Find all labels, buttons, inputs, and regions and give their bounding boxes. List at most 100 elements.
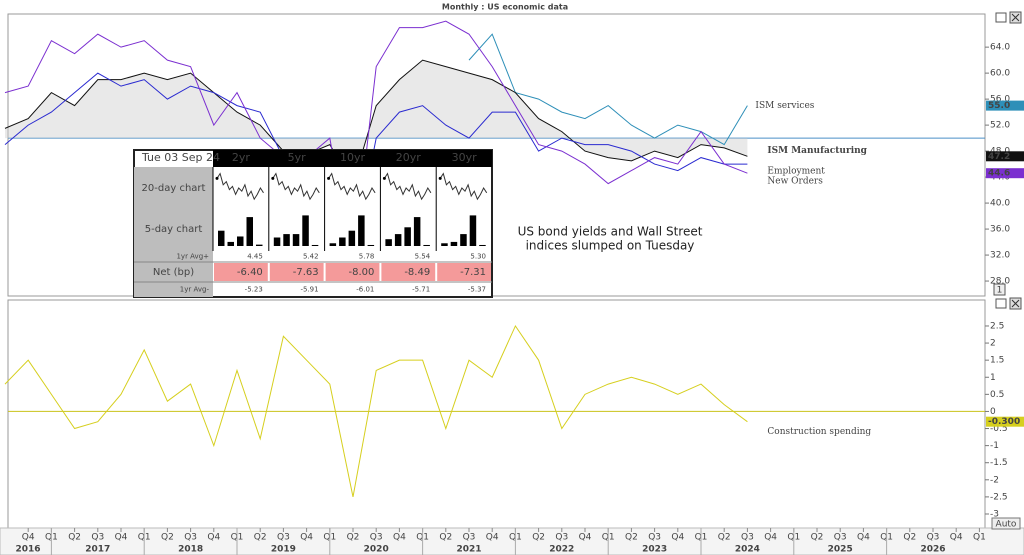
year-label: 2020 [364,545,389,555]
x-tick-label: Q3 [927,533,940,543]
yield-table: Tue 03 Sep 24 20-day chart 5-day chart 1yr … [133,149,493,298]
five-day-bar [348,230,356,246]
upper-pane [7,13,986,297]
five-day-bar [367,244,375,246]
restore-button[interactable] [995,12,1007,23]
series-label: New Orders [767,177,823,187]
five-day-bar [339,237,346,246]
x-tick-label: Q4 [115,533,128,543]
restore-button[interactable] [995,298,1007,309]
x-tick-label: Q2 [903,533,916,543]
x-tick-label: Q4 [950,533,963,543]
x-tick-label: Q2 [439,533,452,543]
sparkline [439,172,488,201]
table-date: Tue 03 Sep 24 [141,151,220,164]
avg-plus: 5.42 [303,253,319,261]
avg-plus: 5.30 [470,253,486,261]
five-day-bar [237,236,244,246]
x-tick-label: Q2 [532,533,545,543]
series-line [4,324,748,497]
y-tick-label: 2.5 [990,321,1004,331]
net-cell [437,263,491,281]
sparkline-start [438,176,442,180]
pane-number: 1 [997,286,1003,296]
x-tick-label: Q3 [463,533,476,543]
x-tick-label: Q1 [973,533,986,543]
y-tick-label: 52.0 [990,121,1010,131]
value-label: 55.0 [988,101,1010,111]
year-label: 2023 [642,545,667,555]
autoscale-label: Auto [996,520,1017,530]
value-label: -0.300 [988,417,1020,427]
series-label: ISM Manufacturing [767,146,867,156]
value-box [986,416,1024,427]
five-day-bar [423,244,430,246]
y-tick-label: 40.0 [990,199,1010,209]
year-label: 2016 [15,545,40,555]
column-header: 30yr [452,151,478,164]
net-value: -6.40 [237,267,263,278]
y-tick-label: 2 [990,339,996,349]
annotation: indices slumped on Tuesday [526,239,695,253]
y-tick-label: 32.0 [990,251,1010,261]
x-tick-label: Q4 [486,533,499,543]
shade [5,60,748,184]
pane-number-button[interactable] [993,283,1006,296]
x-axis-strip [0,527,1024,555]
series-label: ISM services [755,101,814,111]
row-label: 1yr Avg+ [176,253,209,261]
row-label: 1yr Avg- [180,286,210,294]
y-tick-label: -0.5 [990,424,1008,434]
sparkline [328,172,376,201]
net-cell [381,263,436,281]
avg-minus: -5.71 [412,286,430,294]
x-tick-label: Q2 [811,533,824,543]
five-day-bar [246,217,253,246]
y-tick-label: -2 [990,475,999,485]
five-day-bar [460,234,467,246]
five-day-bar [292,234,300,246]
y-tick-label: 28.0 [990,277,1010,287]
avg-minus: -5.37 [468,286,486,294]
x-tick-label: Q4 [764,533,777,543]
annotation: US bond yields and Wall Street [518,225,703,239]
y-tick-label: 0 [990,407,996,417]
five-day-bar [450,241,458,246]
avg-minus: -6.01 [356,286,374,294]
year-label: 2021 [456,545,481,555]
year-label: 2025 [828,545,853,555]
five-day-bar [329,243,337,246]
value-box [986,168,1024,179]
x-tick-label: Q3 [91,533,104,543]
net-value: -8.00 [349,267,375,278]
x-tick-label: Q2 [347,533,360,543]
y-tick-label: 1 [990,373,996,383]
five-day-bar [256,244,263,246]
year-label: 2019 [271,545,296,555]
column-header: 20yr [396,151,422,164]
five-day-bar [469,215,477,246]
x-tick-label: Q4 [207,533,220,543]
five-day-bar [283,234,290,246]
x-tick-label: Q3 [184,533,197,543]
sparkline [383,172,432,201]
x-tick-label: Q4 [671,533,684,543]
value-label: 47.2 [988,152,1010,162]
five-day-bar [385,239,392,246]
five-day-bar [311,244,319,246]
x-tick-label: Q4 [393,533,406,543]
series-line [4,72,748,256]
y-tick-label: 64.0 [990,43,1010,53]
x-tick-label: Q2 [625,533,638,543]
net-value: -7.31 [460,267,486,278]
year-label: 2024 [735,545,760,555]
close-icon [1011,299,1020,308]
x-tick-label: Q2 [254,533,267,543]
net-value: -8.49 [404,267,430,278]
column-header: 5yr [288,151,307,164]
autoscale-button[interactable] [991,517,1021,530]
x-tick-label: Q2 [68,533,81,543]
row-label-column [134,167,213,297]
five-day-bar [302,215,309,246]
